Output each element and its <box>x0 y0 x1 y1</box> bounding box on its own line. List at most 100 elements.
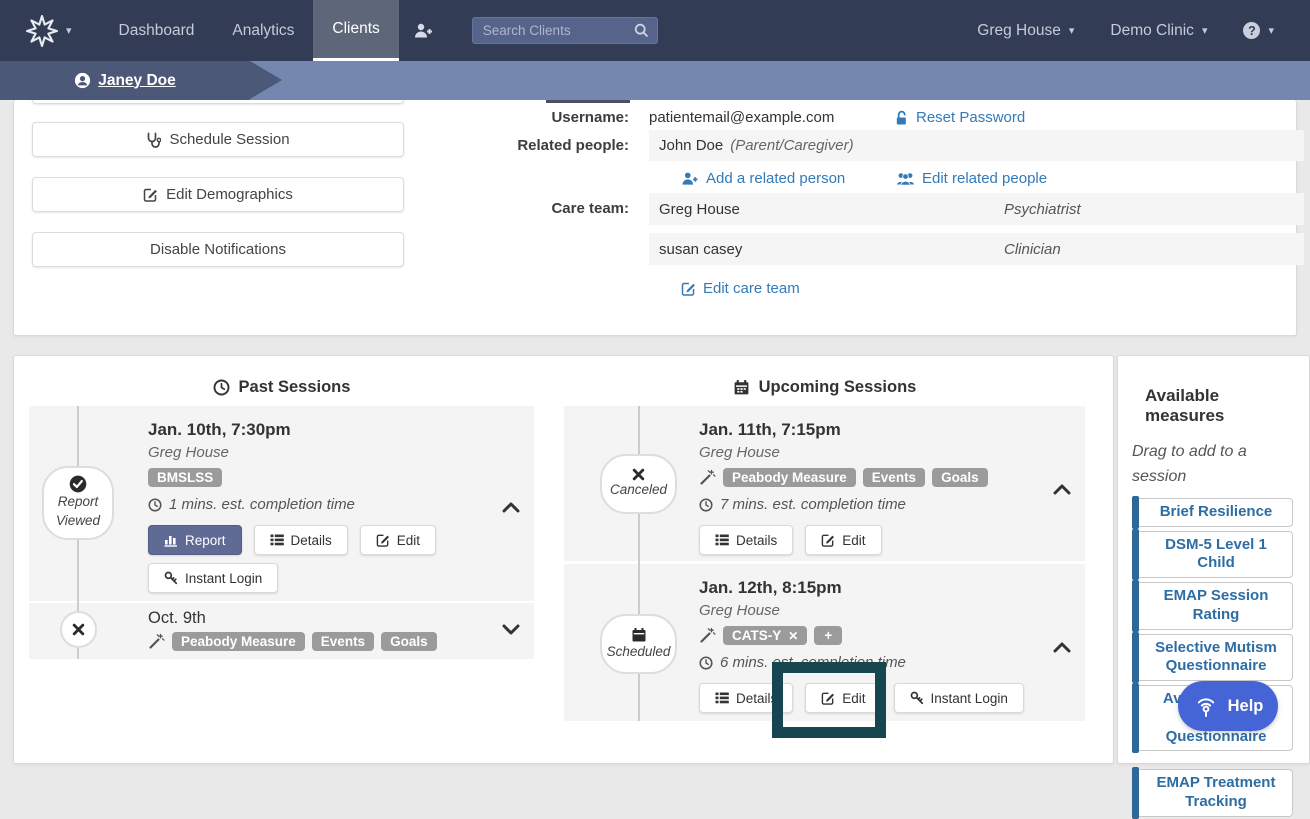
user-circle-icon <box>75 72 91 89</box>
details-label: Details <box>290 532 332 548</box>
username-label: Username: <box>551 109 629 126</box>
magic-wand-icon <box>700 627 716 643</box>
edit-button[interactable]: Edit <box>805 525 882 555</box>
details-button[interactable]: Details <box>699 525 794 555</box>
clock-icon <box>148 497 162 512</box>
chevron-down-icon: ▾ <box>1201 25 1208 37</box>
edit-demographics-label: Edit Demographics <box>166 186 293 203</box>
clock-icon <box>213 379 230 396</box>
instant-login-label: Instant Login <box>185 570 263 586</box>
care-team-member-name: susan casey <box>659 240 743 258</box>
add-related-person-link[interactable]: Add a related person <box>681 170 845 187</box>
measure-item[interactable]: Selective Mutism Questionnaire <box>1132 631 1293 683</box>
instant-login-button[interactable]: Instant Login <box>893 683 1024 713</box>
session-title: Jan. 12th, 8:15pm <box>699 578 842 597</box>
sessions-panel: Past Sessions Jan. 10th, 7:30pm Greg Hou… <box>13 355 1114 764</box>
clipped-action-button[interactable] <box>32 99 404 104</box>
clinic-menu[interactable]: Demo Clinic ▾ <box>1110 22 1207 40</box>
brand-menu[interactable]: ▾ <box>26 14 72 47</box>
question-circle-icon: ? <box>1243 22 1261 39</box>
reset-password-link[interactable]: Reset Password <box>894 109 1025 126</box>
edit-related-people-label: Edit related people <box>922 170 1048 187</box>
clipped-text-fragment <box>546 100 630 103</box>
care-team-row: susan casey Clinician <box>649 233 1304 265</box>
collapse-session-button[interactable] <box>1053 638 1071 655</box>
session-status-text: Scheduled <box>606 643 671 659</box>
upcoming-sessions-title: Upcoming Sessions <box>758 378 917 396</box>
session-clinician: Greg House <box>699 444 780 461</box>
related-person-role: (Parent/Caregiver) <box>730 137 854 154</box>
measure-badge: Goals <box>932 468 988 487</box>
edit-icon <box>143 188 158 202</box>
report-button[interactable]: Report <box>148 525 242 555</box>
help-label: Help <box>1227 696 1264 715</box>
disable-notifications-button[interactable]: Disable Notifications <box>32 232 404 267</box>
expand-session-button[interactable] <box>502 621 520 638</box>
users-icon <box>896 173 915 186</box>
measure-item[interactable]: EMAP Session Rating <box>1132 580 1293 632</box>
est-completion-time: 7 mins. est. completion time <box>720 496 906 513</box>
measure-item[interactable]: EMAP Treatment Tracking <box>1132 767 1293 819</box>
session-title: Jan. 10th, 7:30pm <box>148 420 291 439</box>
add-related-person-label: Add a related person <box>706 170 846 187</box>
details-button[interactable]: Details <box>699 683 794 713</box>
breadcrumb-client[interactable]: Janey Doe <box>0 61 250 100</box>
chevron-down-icon <box>502 624 520 635</box>
nav-clients[interactable]: Clients <box>313 0 399 61</box>
available-measures-subtitle: Drag to add to a session <box>1132 442 1247 486</box>
search-input[interactable] <box>480 22 634 39</box>
schedule-session-button[interactable]: Schedule Session <box>32 122 404 157</box>
details-button[interactable]: Details <box>253 525 348 555</box>
session-title: Oct. 9th <box>148 609 206 627</box>
stethoscope-icon <box>148 132 162 148</box>
clock-icon <box>699 655 713 670</box>
instant-login-button[interactable]: Instant Login <box>148 563 279 593</box>
search-clients-box <box>471 17 658 44</box>
collapse-session-button[interactable] <box>1053 480 1071 497</box>
measure-badge: Events <box>311 632 375 651</box>
related-people-label: Related people: <box>517 137 629 154</box>
breadcrumb-bar: Janey Doe <box>0 61 1310 100</box>
edit-care-team-label: Edit care team <box>703 280 800 297</box>
details-label: Details <box>736 690 778 706</box>
add-measure-button[interactable]: + <box>814 626 843 645</box>
chevron-up-icon <box>1053 642 1071 653</box>
add-client-button[interactable] <box>399 0 448 61</box>
edit-related-people-link[interactable]: Edit related people <box>896 170 1047 187</box>
edit-button[interactable]: Edit <box>805 683 882 713</box>
magic-wand-icon <box>149 633 165 649</box>
measure-item[interactable]: Brief Resilience <box>1132 495 1293 529</box>
edit-button[interactable]: Edit <box>359 525 437 555</box>
past-sessions-column: Past Sessions Jan. 10th, 7:30pm Greg Hou… <box>29 356 534 763</box>
upcoming-sessions-column: Upcoming Sessions Jan. 11th, 7:15pm Greg… <box>564 356 1085 763</box>
edit-label: Edit <box>842 532 866 548</box>
session-status-text: Canceled <box>609 482 668 498</box>
top-navbar: ▾ Dashboard Analytics Clients Greg House… <box>0 0 1310 61</box>
user-menu[interactable]: Greg House ▾ <box>977 22 1074 40</box>
nav-analytics[interactable]: Analytics <box>232 21 295 39</box>
help-button[interactable]: Help <box>1178 681 1278 731</box>
chevron-down-icon: ▾ <box>1268 25 1274 37</box>
edit-demographics-button[interactable]: Edit Demographics <box>32 177 404 212</box>
reset-password-label: Reset Password <box>916 109 1026 126</box>
nav-dashboard[interactable]: Dashboard <box>118 21 195 39</box>
session-status-badge: Scheduled <box>600 614 677 674</box>
care-team-member-role: Psychiatrist <box>1004 200 1081 218</box>
care-team-label: Care team: <box>551 200 629 217</box>
care-team-member-name: Greg House <box>659 200 740 218</box>
client-name-link: Janey Doe <box>98 71 176 89</box>
beacon-icon <box>1197 698 1214 717</box>
help-menu[interactable]: ? ▾ <box>1243 22 1274 39</box>
clinic-menu-label: Demo Clinic <box>1110 21 1194 39</box>
edit-care-team-link[interactable]: Edit care team <box>681 280 800 297</box>
edit-label: Edit <box>842 690 866 706</box>
details-label: Details <box>736 532 778 548</box>
collapse-session-button[interactable] <box>502 498 520 515</box>
measure-item[interactable]: DSM-5 Level 1 Child <box>1132 528 1293 580</box>
chevron-down-icon: ▾ <box>66 25 72 37</box>
user-menu-label: Greg House <box>977 21 1061 39</box>
client-panel: Schedule Session Edit Demographics Disab… <box>13 99 1304 336</box>
user-plus-icon <box>682 172 698 185</box>
remove-measure-icon[interactable]: ✕ <box>788 628 799 643</box>
key-icon <box>164 571 178 585</box>
